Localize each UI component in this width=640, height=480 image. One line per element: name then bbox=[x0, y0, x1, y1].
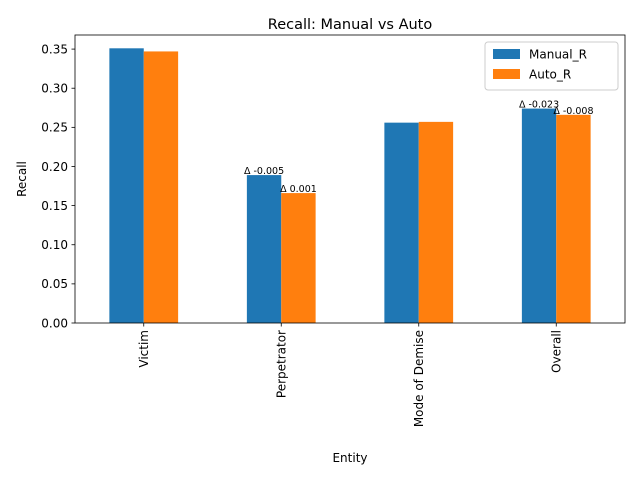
plot-frame bbox=[74, 34, 626, 324]
bar-manual-r-perpetrator bbox=[246, 175, 282, 323]
delta-annotation: Δ -0.005 bbox=[244, 166, 284, 177]
x-axis-label: Entity bbox=[332, 451, 367, 465]
bar-manual-r-mode-of-demise bbox=[384, 122, 419, 323]
delta-annotation: Δ -0.008 bbox=[553, 106, 593, 117]
legend-swatch bbox=[493, 49, 520, 59]
y-tick-label: 0.35 bbox=[41, 42, 68, 56]
bars-group bbox=[109, 48, 591, 324]
bar-manual-r-victim bbox=[109, 48, 144, 323]
y-axis-label: Recall bbox=[15, 161, 29, 197]
x-tick-label: Victim bbox=[137, 330, 151, 368]
y-tick-label: 0.20 bbox=[41, 160, 68, 174]
y-tick-label: 0.00 bbox=[41, 316, 68, 330]
delta-annotation: Δ -0.023 bbox=[519, 100, 559, 111]
chart-title: Recall: Manual vs Auto bbox=[268, 17, 433, 33]
x-tick-label: Perpetrator bbox=[275, 330, 289, 398]
legend: Manual_R Auto_R bbox=[484, 41, 619, 91]
delta-annotation: Δ 0.001 bbox=[280, 184, 317, 195]
x-tick-label: Overall bbox=[550, 330, 564, 373]
y-tick-label: 0.05 bbox=[41, 277, 68, 291]
x-tick-label: Mode of Demise bbox=[412, 330, 426, 427]
bar-manual-r-overall bbox=[521, 108, 557, 323]
y-tick-label: 0.15 bbox=[41, 199, 68, 213]
x-axis: Victim Perpetrator Mode of Demise Overall bbox=[137, 323, 564, 427]
legend-label: Auto_R bbox=[529, 68, 571, 82]
bar-auto-r-mode-of-demise bbox=[418, 121, 454, 323]
bar-auto-r-overall bbox=[556, 114, 591, 324]
bar-auto-r-victim bbox=[143, 51, 179, 323]
legend-label: Manual_R bbox=[529, 48, 587, 62]
bar-auto-r-perpetrator bbox=[281, 193, 316, 323]
y-tick-label: 0.30 bbox=[41, 82, 68, 96]
y-tick-label: 0.25 bbox=[41, 121, 68, 135]
legend-swatch bbox=[493, 69, 520, 79]
y-tick-label: 0.10 bbox=[41, 238, 68, 252]
y-axis: 0.00 0.05 0.10 0.15 0.20 0.25 0.30 0.35 bbox=[41, 42, 75, 330]
